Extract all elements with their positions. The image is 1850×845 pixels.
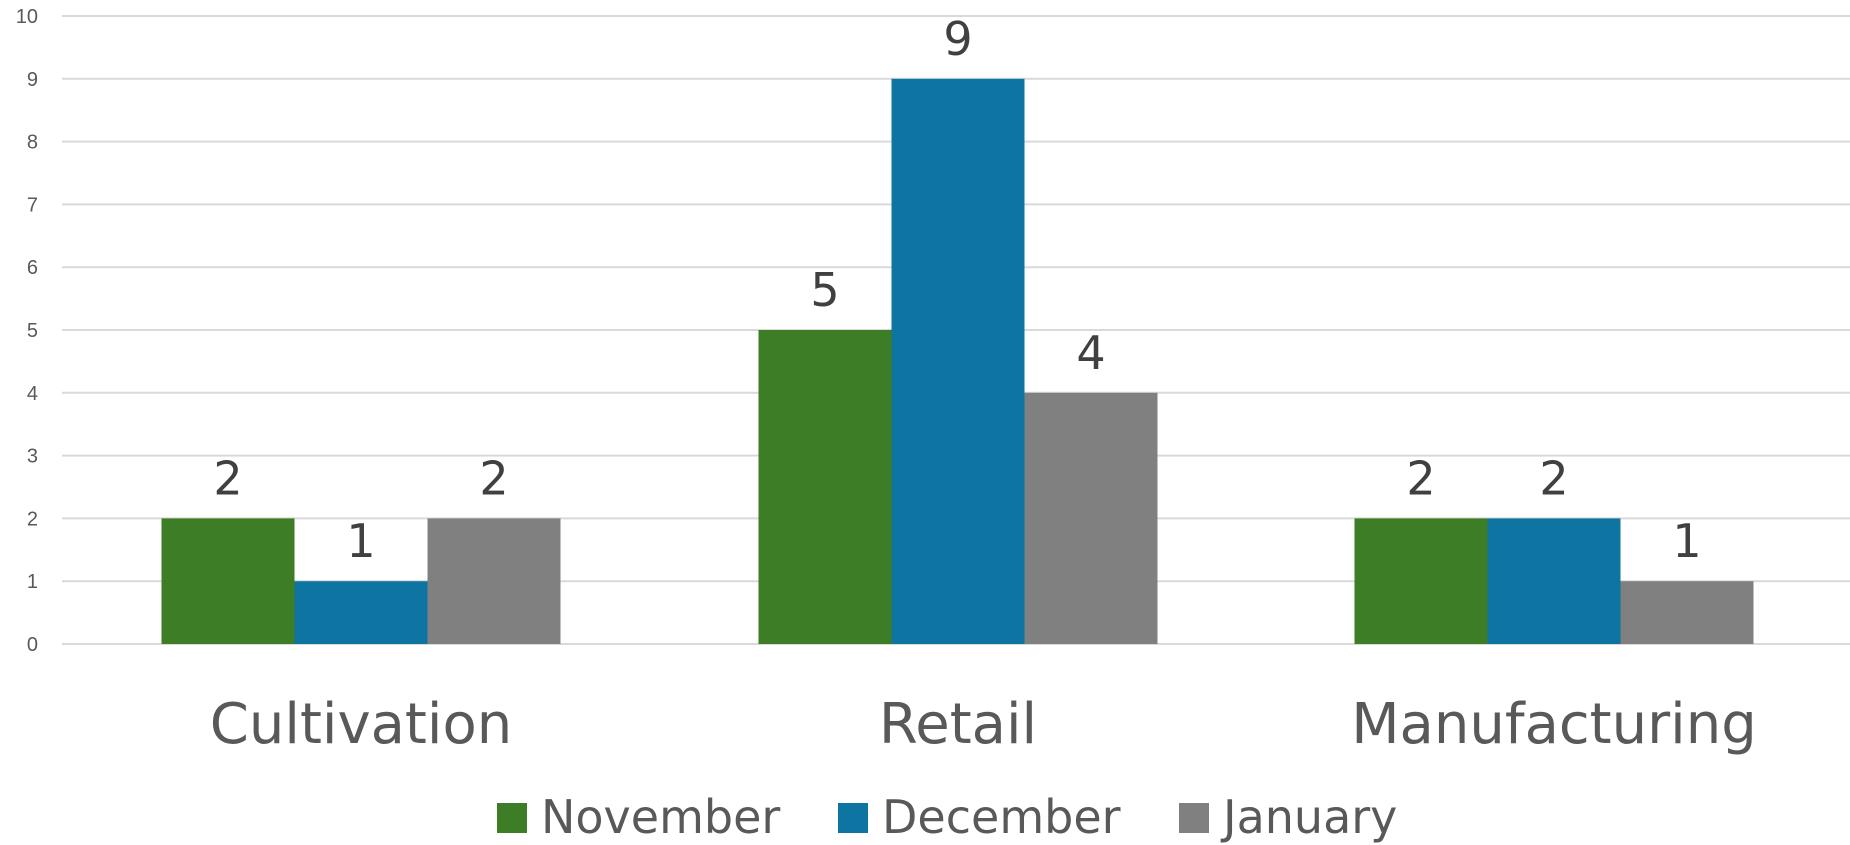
y-axis-tick-labels: 0 1 2 3 4 5 6 7 8 9 10 (16, 6, 38, 656)
category-labels: Cultivation Retail Manufacturing (210, 692, 1757, 757)
data-label: 1 (1672, 514, 1701, 568)
category-label: Cultivation (210, 692, 512, 757)
data-label: 2 (479, 451, 508, 505)
y-tick-label: 10 (16, 6, 38, 28)
y-tick-label: 5 (27, 320, 38, 342)
y-tick-label: 8 (27, 132, 38, 154)
y-tick-label: 9 (27, 69, 38, 91)
bar-november-retail (758, 330, 892, 644)
data-labels: 2 1 2 5 9 4 2 2 1 (213, 12, 1701, 568)
y-tick-label: 7 (27, 194, 38, 216)
data-label: 2 (213, 451, 242, 505)
data-label: 2 (1406, 451, 1435, 505)
legend-swatch-january (1179, 803, 1209, 833)
bar-january-cultivation (427, 518, 561, 644)
bar-november-manufacturing (1354, 518, 1488, 644)
bar-january-manufacturing (1620, 581, 1754, 644)
y-tick-label: 6 (27, 257, 38, 279)
y-tick-label: 2 (27, 508, 38, 530)
data-label: 5 (810, 263, 839, 317)
legend-label: January (1220, 790, 1397, 844)
bar-december-cultivation (294, 581, 428, 644)
y-tick-label: 3 (27, 446, 38, 468)
bars (161, 78, 1754, 645)
legend-swatch-december (838, 803, 868, 833)
y-tick-label: 0 (27, 634, 38, 656)
legend-swatch-november (497, 803, 527, 833)
bar-december-retail (891, 78, 1025, 645)
y-tick-label: 4 (27, 383, 38, 405)
category-label: Manufacturing (1351, 692, 1757, 757)
legend-label: November (541, 790, 780, 844)
data-label: 4 (1076, 326, 1105, 380)
bar-january-retail (1024, 392, 1158, 644)
data-label: 2 (1539, 451, 1568, 505)
y-tick-label: 1 (27, 571, 38, 593)
legend: November December January (497, 790, 1397, 844)
legend-label: December (882, 790, 1121, 844)
category-label: Retail (879, 692, 1037, 757)
data-label: 9 (943, 12, 972, 66)
bar-november-cultivation (161, 518, 295, 644)
bar-december-manufacturing (1487, 518, 1621, 644)
data-label: 1 (346, 514, 375, 568)
